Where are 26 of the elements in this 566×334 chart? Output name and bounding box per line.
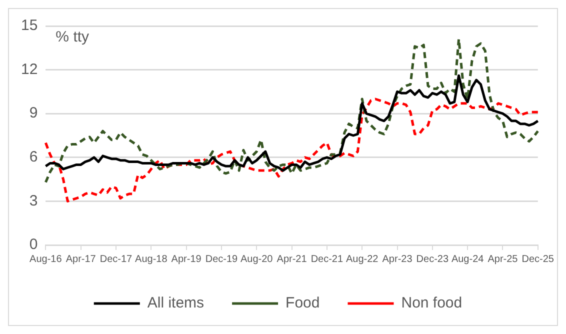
y-tick-label: 9 — [29, 104, 38, 122]
x-tick-label: Dec-25 — [522, 254, 554, 265]
x-tick-label: Aug-22 — [346, 254, 379, 265]
x-tick-label: Aug-18 — [135, 254, 168, 265]
x-tick-label: Apr-17 — [66, 254, 96, 265]
x-tick-label: Dec-23 — [416, 254, 449, 265]
x-tick-label: Aug-16 — [30, 254, 62, 265]
y-tick-label: 6 — [29, 148, 38, 166]
x-tick-label: Aug-24 — [451, 254, 484, 265]
x-tick-label: Apr-19 — [171, 254, 202, 265]
line-series — [44, 98, 540, 202]
x-tick-label: Dec-21 — [310, 254, 344, 265]
x-tick-label: Dec-17 — [100, 254, 133, 265]
y-tick-label: 3 — [29, 192, 38, 210]
x-tick-label: Apr-25 — [488, 254, 518, 265]
y-axis-title: % tty — [56, 28, 90, 46]
legend-label: All items — [147, 294, 204, 312]
x-tick-label: Apr-23 — [382, 254, 413, 265]
x-tick-label: Aug-20 — [240, 254, 274, 265]
y-tick-label: 15 — [20, 17, 38, 34]
legend-label: Food — [286, 294, 320, 312]
y-tick-label: 0 — [29, 236, 38, 254]
legend-label: Non food — [401, 294, 462, 312]
x-tick-label: Dec-19 — [205, 254, 238, 265]
x-tick-label: Apr-21 — [276, 254, 308, 265]
y-tick-label: 12 — [20, 60, 38, 78]
